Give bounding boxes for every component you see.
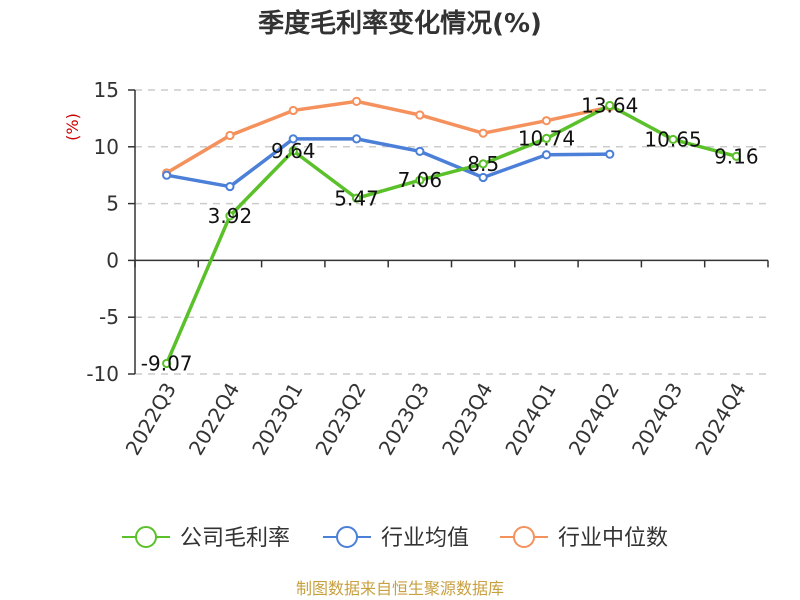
- legend-item-0: 公司毛利率: [122, 526, 290, 551]
- data-point: [351, 134, 362, 144]
- data-point: [541, 116, 552, 126]
- data-label: 7.06: [398, 168, 443, 192]
- data-point: [225, 181, 235, 192]
- y-axis-unit-label: (%): [63, 113, 82, 141]
- series-line: [165, 103, 737, 365]
- legend-label: 公司毛利率: [180, 526, 290, 551]
- data-point: [605, 100, 615, 111]
- legend-marker: [135, 526, 157, 548]
- x-tick-label: 2023Q1: [247, 379, 307, 460]
- series-line: [165, 99, 611, 175]
- x-tick-label: 2023Q2: [310, 379, 370, 460]
- y-tick-label: 0: [106, 248, 119, 272]
- data-point: [668, 134, 678, 145]
- series-line: [166, 137, 610, 189]
- data-label: 5.47: [334, 186, 379, 210]
- data-label: 10.74: [518, 126, 575, 150]
- data-point: [478, 172, 488, 183]
- data-point: [288, 146, 298, 156]
- x-tick-label: 2023Q4: [437, 379, 497, 460]
- data-label: 9.64: [271, 139, 316, 163]
- chart-title: 季度毛利率变化情况(%): [258, 8, 542, 39]
- legend-label: 行业均值: [381, 526, 469, 551]
- y-tick-label: -5: [99, 305, 119, 329]
- legend-marker: [513, 526, 535, 548]
- data-label: 3.92: [208, 204, 253, 228]
- data-point: [415, 146, 425, 156]
- data-point: [225, 130, 235, 141]
- series-lines: [162, 96, 741, 369]
- legend-item-2: 行业中位数: [500, 526, 668, 551]
- data-label: 8.5: [467, 152, 499, 176]
- legend-label: 行业中位数: [558, 526, 668, 551]
- legend-marker: [336, 526, 358, 548]
- data-point: [162, 358, 172, 369]
- data-point: [351, 96, 362, 106]
- data-point: [288, 134, 298, 144]
- data-point: [731, 151, 741, 161]
- data-point: [541, 150, 552, 160]
- x-tick-label: 2022Q4: [184, 379, 244, 460]
- data-point: [162, 170, 172, 180]
- data-label: 13.64: [581, 93, 638, 117]
- data-point: [225, 211, 235, 221]
- legend-item-1: 行业均值: [323, 526, 469, 551]
- series-0: [162, 100, 741, 369]
- data-label: 10.65: [644, 127, 701, 151]
- y-tick-label: 5: [106, 192, 119, 216]
- data-point: [478, 128, 488, 138]
- data-point: [541, 133, 552, 143]
- x-tick-label: 2024Q3: [627, 379, 687, 460]
- x-tick-label: 2022Q3: [121, 379, 181, 460]
- data-point: [288, 105, 298, 116]
- data-point: [478, 159, 488, 169]
- y-tick-label: 15: [94, 78, 119, 102]
- x-tick-label: 2023Q3: [374, 379, 434, 460]
- data-point: [351, 193, 362, 203]
- y-tick-label: -10: [86, 362, 119, 386]
- y-tick-label: 10: [94, 135, 119, 159]
- x-tick-label: 2024Q1: [500, 379, 560, 460]
- x-tick-label: 2024Q2: [564, 379, 624, 460]
- data-point: [605, 149, 615, 159]
- data-point: [415, 175, 425, 185]
- x-tick-label: 2024Q4: [690, 379, 750, 460]
- source-footer: 制图数据来自恒生聚源数据库: [296, 579, 504, 598]
- data-label: 9.16: [714, 144, 759, 168]
- data-point: [415, 110, 425, 120]
- series-1: [162, 134, 615, 192]
- data-label: -9.07: [141, 351, 193, 375]
- legend: 公司毛利率 行业均值 行业中位数: [122, 526, 668, 551]
